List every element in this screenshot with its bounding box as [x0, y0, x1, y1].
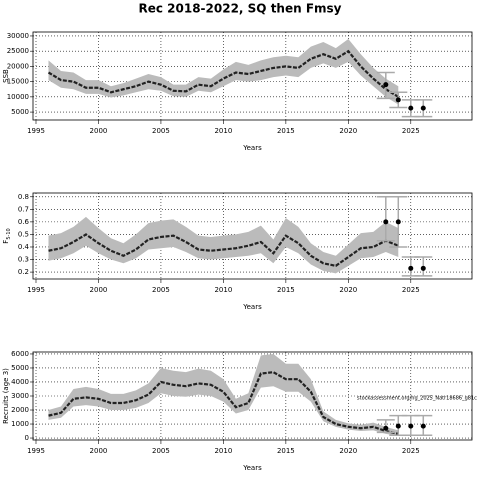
y-tick-label: 0 [25, 434, 29, 442]
y-axis-label: Recruits (age 3) [2, 368, 10, 424]
y-tick-label: 3000 [11, 392, 29, 400]
point [383, 219, 389, 225]
x-tick-label: 2025 [402, 447, 420, 455]
y-tick-label: 0.8 [18, 193, 29, 201]
y-tick-label: 0.4 [18, 243, 30, 251]
x-tick-label: 2000 [90, 447, 108, 455]
x-tick-label: 2005 [152, 127, 170, 135]
y-tick-label: 25000 [7, 47, 29, 55]
y-tick-label: 2000 [11, 406, 29, 414]
median-line [48, 233, 399, 267]
x-axis-label: Years [242, 303, 262, 311]
y-axis-label-sub: 5-10 [6, 228, 12, 239]
annotation: stockassessment.org/hg_2025_Natr18686_g8… [357, 396, 477, 402]
point [408, 423, 414, 429]
x-tick-label: 2020 [339, 127, 357, 135]
confidence-band [48, 216, 399, 274]
y-tick-label: 30000 [7, 32, 29, 40]
point [395, 97, 401, 103]
chart-title: Rec 2018-2022, SQ then Fmsy [138, 2, 341, 16]
x-tick-label: 2020 [339, 286, 357, 294]
confidence-band [48, 39, 399, 105]
y-tick-label: 0.2 [18, 268, 29, 276]
x-tick-label: 2025 [402, 127, 420, 135]
x-tick-label: 2015 [277, 127, 295, 135]
point [420, 423, 426, 429]
y-tick-label: 1000 [11, 420, 29, 428]
y-tick-label: 5000 [11, 108, 29, 116]
y-axis-label-main: SSB [2, 69, 10, 83]
y-tick-label: 4000 [11, 378, 29, 386]
median-line [47, 49, 399, 98]
x-axis-label: Years [242, 144, 262, 152]
y-tick-label: 15000 [7, 78, 29, 86]
plot-frame [32, 31, 473, 121]
y-tick-label: 0.3 [18, 256, 29, 264]
x-tick-label: 2015 [277, 286, 295, 294]
point [383, 425, 389, 431]
x-tick-label: 2005 [152, 286, 170, 294]
point [420, 265, 426, 271]
x-tick-label: 2015 [277, 447, 295, 455]
plot-frame [32, 351, 473, 441]
y-tick-label: 0.5 [18, 230, 29, 238]
y-tick-label: 6000 [11, 350, 29, 358]
point [395, 219, 401, 225]
x-tick-label: 2000 [90, 286, 108, 294]
x-tick-label: 1995 [27, 286, 45, 294]
point [383, 82, 389, 88]
x-axis-label: Years [242, 464, 262, 472]
point [420, 105, 426, 111]
point [395, 423, 401, 429]
confidence-band [48, 353, 399, 436]
x-tick-label: 1995 [27, 447, 45, 455]
y-tick-label: 0.7 [18, 205, 29, 213]
x-tick-label: 2010 [214, 127, 232, 135]
y-tick-label: 10000 [7, 93, 29, 101]
median-line [48, 371, 399, 435]
y-axis-label: SSB [2, 69, 10, 83]
y-tick-label: 0.6 [18, 218, 30, 226]
point [408, 265, 414, 271]
y-axis-label-main: Recruits (age 3) [2, 368, 10, 424]
x-tick-label: 2000 [90, 127, 108, 135]
x-tick-label: 1995 [27, 127, 45, 135]
y-tick-label: 20000 [7, 62, 29, 70]
x-tick-label: 2005 [152, 447, 170, 455]
x-tick-label: 2025 [402, 286, 420, 294]
y-axis-label: F5-10 [2, 228, 12, 243]
x-tick-label: 2010 [214, 286, 232, 294]
x-tick-label: 2020 [339, 447, 357, 455]
y-axis-label-main: F [2, 240, 10, 244]
x-tick-label: 2010 [214, 447, 232, 455]
plot-frame [32, 192, 473, 280]
point [408, 105, 414, 111]
y-tick-label: 5000 [11, 364, 29, 372]
